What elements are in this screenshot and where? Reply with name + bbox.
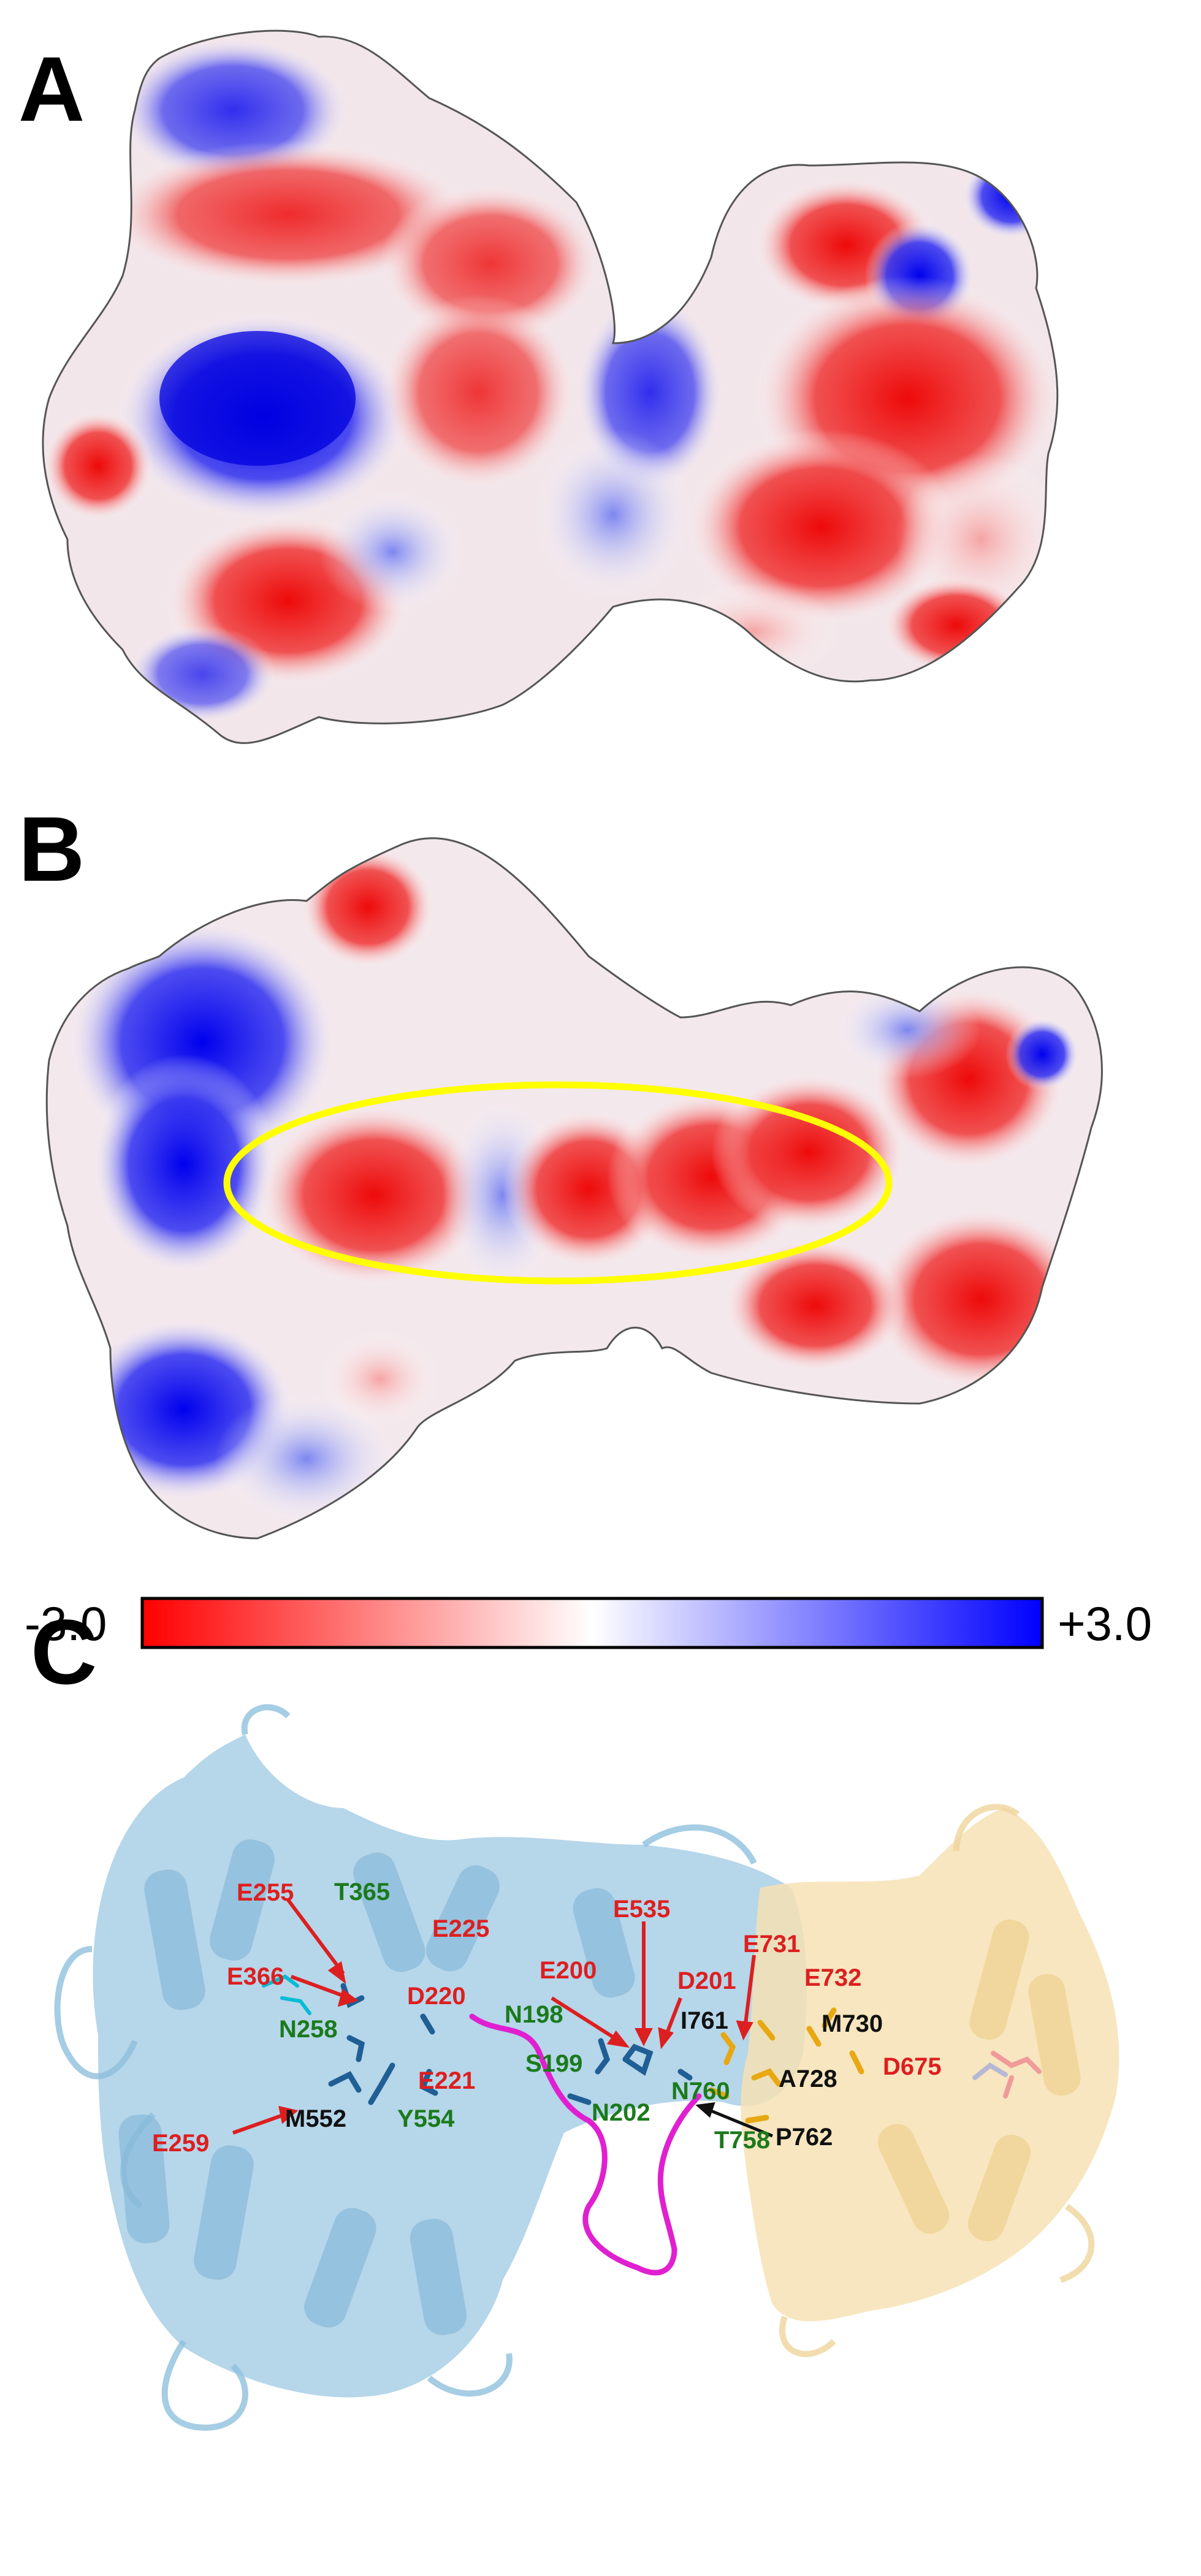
residue-label-n198: N198 (505, 2001, 563, 2028)
color-scale-bar (140, 1597, 1044, 1649)
residue-label-t365: T365 (334, 1879, 390, 1905)
residue-label-n202: N202 (592, 2099, 650, 2126)
cartoon-structure (54, 1704, 1119, 2431)
residue-label-n760: N760 (671, 2078, 730, 2105)
residue-label-y554: Y554 (397, 2105, 455, 2132)
panel-label-c: C (31, 1600, 97, 1703)
scale-max-label: +3.0 (1058, 1597, 1152, 1651)
panel-label-a: A (18, 37, 85, 140)
residue-label-p762: P762 (776, 2124, 833, 2151)
residue-label-e366: E366 (227, 1963, 284, 1990)
residue-label-d201: D201 (677, 1967, 736, 1994)
residue-label-t758: T758 (714, 2127, 770, 2154)
residue-label-e731: E731 (743, 1931, 800, 1958)
residue-label-m730: M730 (822, 2010, 883, 2037)
residue-label-e535: E535 (613, 1896, 670, 1923)
surface-a (42, 29, 1059, 744)
residue-label-d220: D220 (407, 1983, 466, 2010)
residue-label-e732: E732 (804, 1964, 861, 1991)
residue-label-e255: E255 (237, 1879, 294, 1906)
surface-b (45, 837, 1103, 1540)
magenta-loop (469, 2013, 702, 2276)
highlight-ellipse (223, 1081, 893, 1285)
scale-min-label: -3.0 (25, 1597, 107, 1651)
residue-label-m552: M552 (285, 2105, 346, 2132)
residue-label-e259: E259 (152, 2130, 209, 2157)
residue-label-a728: A728 (779, 2065, 837, 2092)
residue-label-i761: I761 (681, 2007, 728, 2034)
residue-label-s199: S199 (525, 2050, 582, 2077)
residue-label-e225: E225 (432, 1915, 489, 1942)
panel-label-b: B (18, 797, 85, 900)
residue-label-e221: E221 (418, 2067, 475, 2094)
residue-label-n258: N258 (279, 2016, 338, 2043)
residue-label-e200: E200 (539, 1957, 597, 1984)
residue-label-d675: D675 (883, 2053, 942, 2080)
